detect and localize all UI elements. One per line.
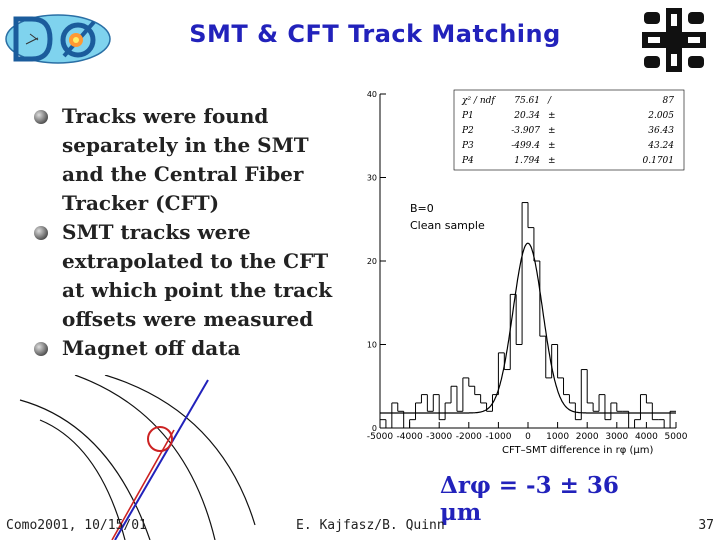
fit-stat-text: 75.61 xyxy=(514,96,540,106)
x-tick-label: 5000 xyxy=(665,432,688,442)
fit-stat-text: P4 xyxy=(461,156,474,166)
bullet-icon xyxy=(34,110,48,124)
x-tick-label: 3000 xyxy=(605,432,628,442)
x-tick-label: 2000 xyxy=(576,432,599,442)
bullet-list: Tracks were found separately in the SMT … xyxy=(34,102,334,363)
smt-track-line xyxy=(114,379,209,540)
slide-title: SMT & CFT Track Matching xyxy=(189,20,561,48)
x-tick-label: -1000 xyxy=(485,432,511,442)
x-tick-label: 1000 xyxy=(546,432,569,442)
y-tick-label: 10 xyxy=(367,341,377,350)
bullet-icon xyxy=(34,226,48,240)
detector-layer-arc xyxy=(104,375,256,526)
cft-track-line xyxy=(111,429,175,540)
bullet-item: Tracks were found separately in the SMT … xyxy=(34,102,334,218)
residual-histogram: 0 10 20 30 40 -5000 -4000 -3000 -2000 -1000 0 1000… xyxy=(362,86,692,466)
d0-logo-icon xyxy=(5,14,111,64)
x-tick-label: 4000 xyxy=(635,432,658,442)
bullet-text: Tracks were found separately in the SMT … xyxy=(62,104,309,215)
y-tick-label: 20 xyxy=(367,257,377,266)
fit-stat-text: ± xyxy=(548,126,556,136)
y-tick-label: 40 xyxy=(367,90,377,99)
footer-authors: E. Kajfasz/B. Quinn xyxy=(296,518,445,533)
fit-stat-text: 20.34 xyxy=(513,111,540,121)
page-number: 37 xyxy=(698,518,714,533)
fit-stat-text: ± xyxy=(548,141,556,151)
fit-stat-text: χ² / ndf xyxy=(461,96,496,106)
annotation-sample: Clean sample xyxy=(410,219,485,232)
gaussian-fit-curve xyxy=(380,242,676,414)
fit-stat-text: / xyxy=(547,96,552,106)
footer-event: Como2001, 10/15/01 xyxy=(6,518,147,533)
x-tick-label: -4000 xyxy=(397,432,423,442)
track-diagram xyxy=(19,375,256,540)
y-tick-label: 30 xyxy=(367,174,377,183)
x-tick-label: -2000 xyxy=(456,432,482,442)
fit-stat-text: 43.24 xyxy=(647,141,674,151)
annotation-bfield: B=0 xyxy=(410,202,434,215)
x-tick-label: -5000 xyxy=(367,432,393,442)
bullet-text: Magnet off data xyxy=(62,336,241,360)
fit-stat-text: -499.4 xyxy=(511,141,540,151)
detector-layer-arc xyxy=(39,419,126,540)
fit-stat-text: 36.43 xyxy=(648,126,674,136)
detector-layer-arc xyxy=(19,399,151,540)
fit-stat-text: ± xyxy=(548,111,556,121)
fit-stat-text: 2.005 xyxy=(647,111,674,121)
bullet-icon xyxy=(34,342,48,356)
fit-stat-text: P3 xyxy=(461,141,474,151)
matching-point-circle xyxy=(147,426,173,452)
fit-stat-text: 0.1701 xyxy=(643,156,675,166)
fit-stat-text: P1 xyxy=(461,111,474,121)
fit-stat-text: -3.907 xyxy=(511,126,540,136)
fermilab-logo-icon xyxy=(642,8,706,72)
y-tick-label: 0 xyxy=(372,424,377,433)
fit-stats-box: χ² / ndf 75.61 / 87 P1 20.34 ±2.005 P2 -3.907 ±36… xyxy=(453,89,685,171)
x-tick-label: 0 xyxy=(525,432,531,442)
bullet-item: Magnet off data xyxy=(34,334,334,363)
fit-stat-text: P2 xyxy=(461,126,474,136)
x-tick-label: -3000 xyxy=(426,432,452,442)
detector-layer-arc xyxy=(74,375,216,540)
fit-stat-text: 87 xyxy=(663,96,675,106)
x-axis-label: CFT–SMT difference in rφ (μm) xyxy=(502,445,653,456)
fit-stat-text: ± xyxy=(548,156,556,166)
result-text: Δrφ = -3 ± 36 μm xyxy=(440,472,619,526)
bullet-text: SMT tracks were extrapolated to the CFT … xyxy=(62,220,333,331)
bullet-item: SMT tracks were extrapolated to the CFT … xyxy=(34,218,334,334)
fit-stat-text: 1.794 xyxy=(514,156,540,166)
